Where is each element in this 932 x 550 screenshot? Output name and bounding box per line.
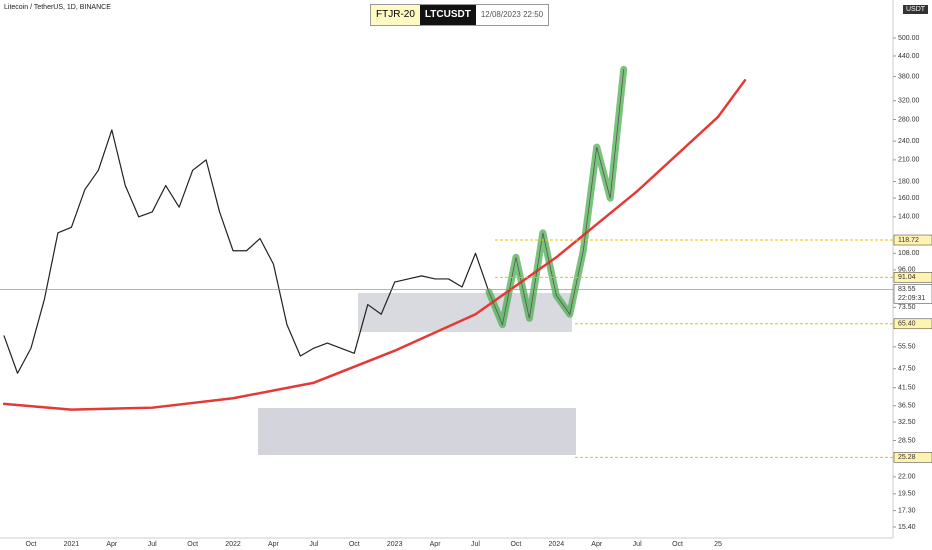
- x-tick-label: 25: [714, 541, 722, 548]
- last-price-time: 22:09:31: [898, 295, 925, 302]
- ticker: LTCUSDT: [419, 5, 476, 25]
- y-tick-label: 500.00: [898, 35, 920, 42]
- level-tag: [893, 234, 932, 246]
- y-tick-label: 108.00: [898, 250, 920, 257]
- level-tag: [893, 452, 932, 463]
- currency: USDT: [903, 5, 929, 14]
- y-tick-label: 210.00: [898, 157, 920, 164]
- level-label: 65.40: [898, 321, 916, 328]
- x-tick-label: Jul: [309, 541, 318, 548]
- y-tick-label: 160.00: [898, 195, 920, 202]
- y-tick-label: 96.00: [898, 267, 916, 274]
- symbol-title: Litecoin / TetherUS, 1D, BINANCE: [4, 4, 111, 11]
- y-tick-label: 380.00: [898, 73, 920, 80]
- y-tick-label: 22.00: [898, 474, 916, 481]
- last-price-tag: [893, 284, 932, 304]
- y-tick-label: 280.00: [898, 116, 920, 123]
- x-tick-label: Jul: [471, 541, 480, 548]
- zone-box: [358, 293, 572, 332]
- header-badge: FTJR-20 LTCUSDT 12/08/2023 22:50: [370, 4, 550, 26]
- y-tick-label: 140.00: [898, 214, 920, 221]
- x-tick-label: Jul: [633, 541, 642, 548]
- x-tick-label: Jul: [148, 541, 157, 548]
- price-line: [3, 129, 490, 374]
- price-line: [2, 79, 747, 411]
- level-tag: [893, 318, 932, 330]
- x-tick-label: 2024: [549, 541, 565, 548]
- y-tick-label: 36.50: [898, 403, 916, 410]
- x-tick-label: Oct: [349, 541, 360, 548]
- x-tick-label: 2022: [225, 541, 241, 548]
- y-tick-label: 240.00: [898, 138, 920, 145]
- x-tick-label: Oct: [672, 541, 683, 548]
- y-tick-label: 55.50: [898, 344, 916, 351]
- y-tick-label: 32.50: [898, 419, 916, 426]
- y-tick-label: 19.50: [898, 491, 916, 498]
- x-tick-label: Oct: [26, 541, 37, 548]
- badge: FTJR-20: [371, 5, 420, 25]
- y-tick-label: 17.30: [898, 507, 916, 514]
- y-tick-label: 440.00: [898, 53, 920, 60]
- y-tick-label: 28.50: [898, 437, 916, 444]
- price-line: [485, 65, 628, 329]
- projection-path: [488, 69, 625, 327]
- y-tick-label: 180.00: [898, 178, 920, 185]
- y-tick-label: 15.40: [898, 524, 916, 531]
- level-label: 91.04: [898, 274, 916, 281]
- level-label: 118.72: [898, 237, 919, 244]
- x-tick-label: Oct: [187, 541, 198, 548]
- x-tick-label: Apr: [591, 541, 603, 548]
- y-tick-label: 73.50: [898, 304, 916, 311]
- x-tick-label: Apr: [106, 541, 118, 548]
- y-tick-label: 320.00: [898, 98, 920, 105]
- x-tick-label: 2021: [64, 541, 80, 548]
- y-tick-label: 41.50: [898, 385, 916, 392]
- y-tick-label: 47.50: [898, 366, 916, 373]
- x-tick-label: Oct: [510, 541, 521, 548]
- level-label: 25.28: [898, 454, 916, 461]
- x-tick-label: Apr: [430, 541, 442, 548]
- x-tick-label: 2023: [387, 541, 403, 548]
- zone-box: [258, 408, 576, 455]
- level-tag: [893, 272, 932, 283]
- timestamp: 12/08/2023 22:50: [480, 10, 544, 19]
- last-price-label: 83.55: [898, 286, 916, 293]
- x-tick-label: Apr: [268, 541, 280, 548]
